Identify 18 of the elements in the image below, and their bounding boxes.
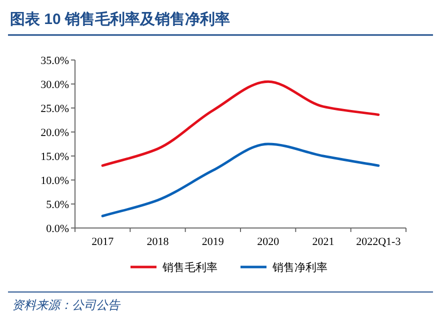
ytick: 15.0% [40, 151, 69, 163]
xtick: 2018 [146, 236, 169, 248]
xtick: 2022Q1-3 [356, 236, 401, 248]
legend-label: 销售毛利率 [162, 262, 218, 274]
xtick: 2017 [92, 236, 114, 248]
title: 图表 10 销售毛利率及销售净利率 [10, 11, 230, 28]
ytick: 25.0% [40, 103, 69, 115]
xtick: 2021 [312, 236, 334, 248]
ytick: 20.0% [40, 127, 69, 139]
annotation: 资料来源：公司公告 [12, 298, 120, 312]
ytick: 35.0% [40, 55, 69, 67]
ytick: 0.0% [46, 223, 69, 235]
xtick: 2020 [257, 236, 280, 248]
legend-label: 销售净利率 [272, 262, 328, 274]
ytick: 10.0% [40, 175, 69, 187]
ytick: 30.0% [40, 79, 69, 91]
xtick: 2019 [202, 236, 224, 248]
ytick: 5.0% [46, 199, 69, 211]
